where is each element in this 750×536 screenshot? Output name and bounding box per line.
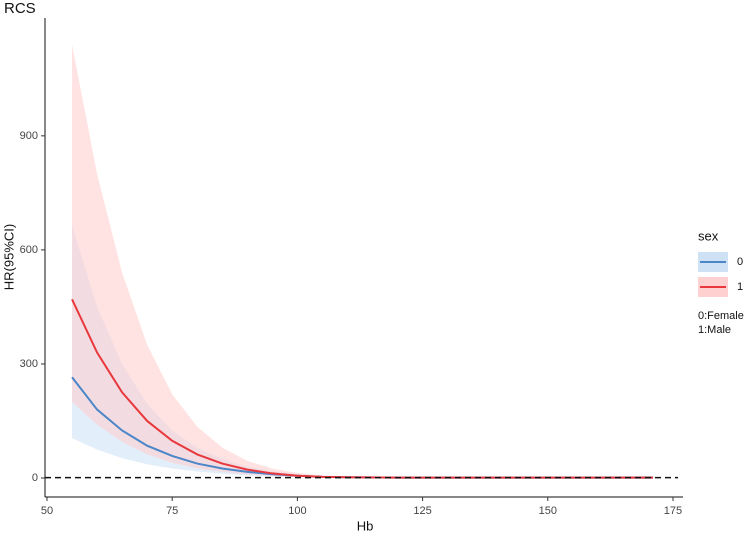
x-tick-label: 125 [413,505,431,517]
x-tick-label: 175 [664,505,682,517]
legend-title: sex [698,228,719,243]
y-tick-label: 900 [20,130,38,142]
confidence-band [72,44,653,478]
x-axis-label: Hb [357,518,374,533]
x-tick-label: 150 [539,505,557,517]
chart-title: RCS [4,0,36,17]
x-tick-label: 75 [166,505,178,517]
y-tick-label: 0 [32,472,38,484]
y-axis-label: HR(95%CI) [1,224,16,290]
x-tick-label: 50 [41,505,53,517]
y-tick-label: 600 [20,244,38,256]
y-tick-label: 300 [20,358,38,370]
x-tick-label: 100 [288,505,306,517]
legend-label: 0 [737,256,743,268]
legend-note: 0:Female [698,310,744,322]
legend-label: 1 [737,281,743,293]
confidence-band [72,225,653,478]
legend-note: 1:Male [698,324,731,336]
